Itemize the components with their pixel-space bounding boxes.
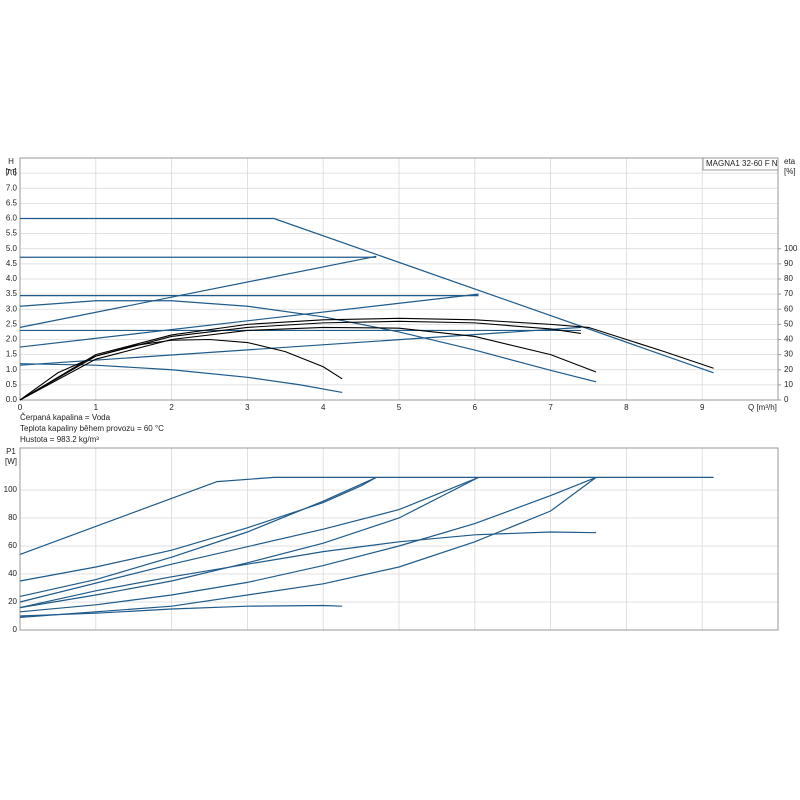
y-tick-label: 7.0: [6, 183, 18, 192]
y2-tick-label: 90: [784, 259, 793, 268]
x-tick-label: 1: [94, 403, 99, 412]
curve: [19, 363, 343, 394]
y2-axis-label: eta: [784, 157, 796, 166]
x-axis-label: Q [m³/h]: [748, 403, 777, 412]
head-chart: 0 1 2 3 4 5 6 7 8 9 0.0 0.5 1.0 1.5 2.0 2.5 3.0 3.5 4.0 4.5…: [5, 157, 797, 444]
curve: [19, 317, 714, 401]
x-tick-label: 9: [700, 403, 705, 412]
x-tick-label: 6: [473, 403, 478, 412]
x-tick-label: 3: [245, 403, 250, 412]
y-tick-label: 5.5: [6, 229, 18, 238]
y-tick-label: 6.5: [6, 198, 18, 207]
y-tick-label: 0.0: [6, 395, 18, 404]
x-tick-label: 8: [624, 403, 629, 412]
x-tick-label: 7: [548, 403, 553, 412]
y-axis-label: H: [8, 157, 14, 166]
y-tick-label: 1.5: [6, 350, 18, 359]
curve: [19, 476, 377, 597]
y2-tick-label: 30: [784, 350, 793, 359]
y-axis-label: P1: [6, 447, 16, 456]
curve: [19, 476, 479, 609]
curve: [19, 293, 479, 348]
y-tick-label: 0.5: [6, 380, 18, 389]
legend-box: [702, 157, 779, 171]
y-tick-label: 4.5: [6, 259, 18, 268]
y-tick-label: 1.0: [6, 365, 18, 374]
annotation: Teplota kapaliny během provozu = 60 °C: [20, 424, 164, 433]
y-tick-label: 40: [8, 569, 17, 578]
chart-title: MAGNA1 32-60 F N: [706, 159, 778, 168]
curve: [19, 476, 714, 555]
curve: [19, 604, 343, 617]
curve: [19, 476, 479, 603]
y2-tick-label: 0: [784, 395, 789, 404]
curve: [19, 476, 597, 613]
annotation: Čerpaná kapalina = Voda: [20, 413, 111, 422]
power-chart: 0 20 40 60 80 100 P1[W]: [4, 447, 779, 634]
y2-tick-label: 70: [784, 289, 793, 298]
y-tick-label: 2.0: [6, 335, 18, 344]
curve: [19, 326, 581, 366]
annotation: Hustota = 983.2 kg/m³: [20, 435, 99, 444]
curve: [19, 476, 377, 582]
y2-tick-label: 20: [784, 365, 793, 374]
y-tick-label: 3.0: [6, 304, 18, 313]
y2-tick-label: 80: [784, 274, 793, 283]
y-tick-label: 5.0: [6, 244, 18, 253]
y-tick-label: 60: [8, 541, 17, 550]
curve: [19, 320, 582, 401]
y-axis-unit: [m]: [5, 167, 16, 176]
curve: [19, 338, 343, 401]
y-tick-label: 2.5: [6, 319, 18, 328]
y-tick-label: 100: [4, 485, 18, 494]
y2-axis-unit: [%]: [784, 167, 796, 176]
x-tick-label: 0: [18, 403, 23, 412]
y2-tick-label: 50: [784, 319, 793, 328]
y-tick-label: 3.5: [6, 289, 18, 298]
y-tick-label: 6.0: [6, 214, 18, 223]
y-tick-label: 80: [8, 513, 17, 522]
x-tick-label: 5: [397, 403, 402, 412]
plot-frame: [19, 157, 779, 401]
curve: [19, 476, 597, 618]
y2-tick-label: 60: [784, 304, 793, 313]
y-tick-label: 0: [13, 625, 18, 634]
curve: [19, 255, 377, 328]
curve: [19, 326, 597, 401]
y2-tick-label: 10: [784, 380, 793, 389]
y-tick-label: 20: [8, 597, 17, 606]
x-tick-label: 4: [321, 403, 326, 412]
x-tick-label: 2: [169, 403, 174, 412]
y-tick-label: 7.5: [6, 168, 18, 177]
curve: [19, 531, 597, 609]
curve: [20, 217, 714, 374]
y-axis-unit: [W]: [5, 457, 17, 466]
plot-frame: [19, 447, 779, 631]
y2-tick-label: 100: [784, 244, 798, 253]
curve: [19, 300, 597, 383]
y2-tick-label: 40: [784, 335, 793, 344]
y-tick-label: 4.0: [6, 274, 18, 283]
